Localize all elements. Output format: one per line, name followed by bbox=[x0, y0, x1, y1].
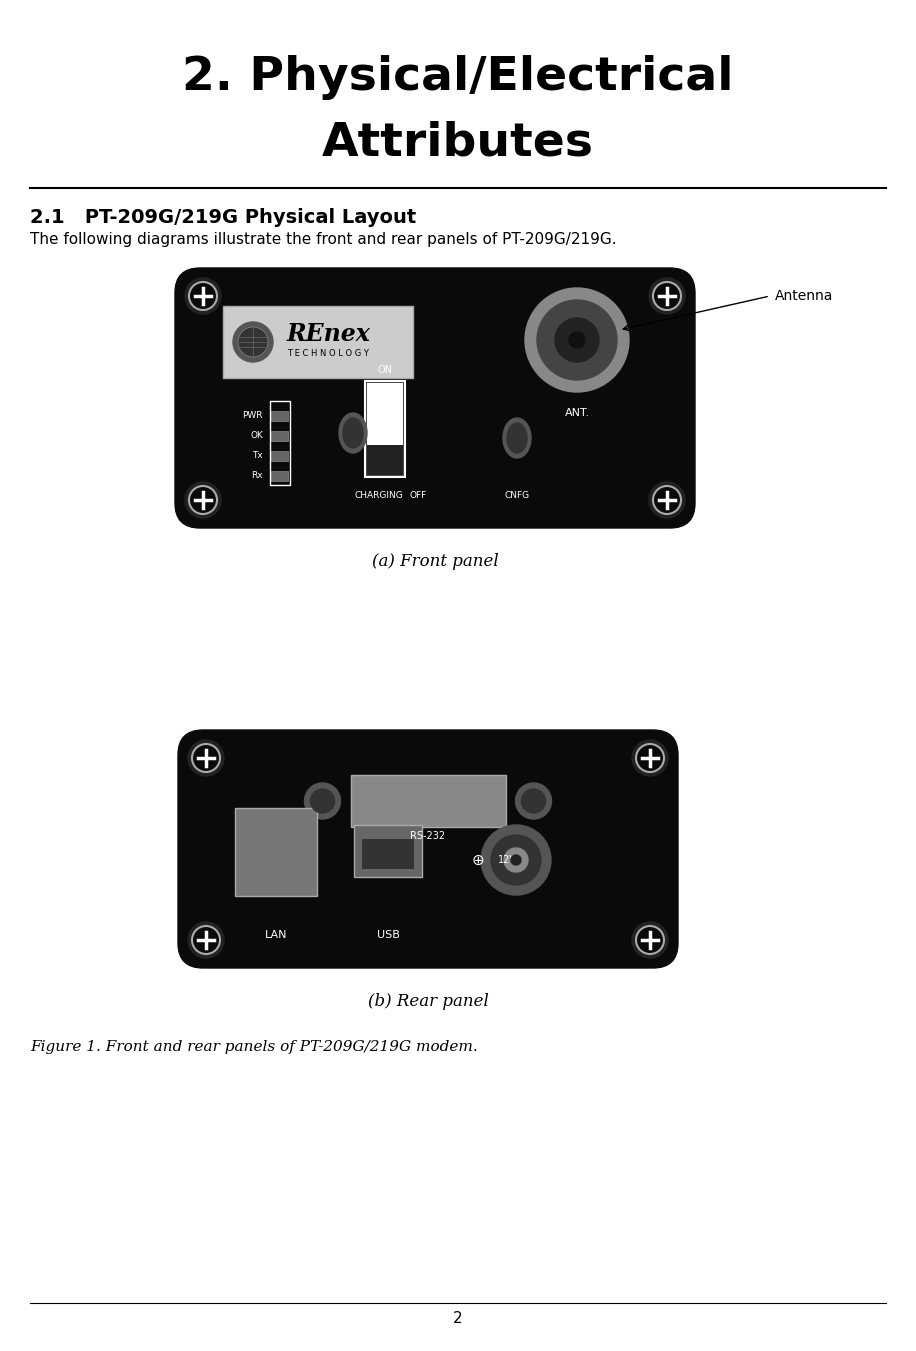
Circle shape bbox=[189, 486, 217, 513]
Bar bbox=[223, 305, 413, 378]
Text: ⊕: ⊕ bbox=[471, 852, 484, 867]
Text: ANT.: ANT. bbox=[564, 408, 590, 417]
Circle shape bbox=[192, 925, 220, 954]
FancyBboxPatch shape bbox=[175, 267, 695, 528]
Text: 12V: 12V bbox=[498, 855, 517, 865]
Ellipse shape bbox=[339, 413, 367, 453]
Text: The following diagrams illustrate the front and rear panels of PT-209G/219G.: The following diagrams illustrate the fr… bbox=[30, 232, 616, 247]
Text: (a) Front panel: (a) Front panel bbox=[372, 553, 498, 570]
Bar bbox=[235, 808, 317, 896]
Bar bbox=[271, 471, 288, 481]
Text: Attributes: Attributes bbox=[322, 120, 594, 165]
Bar bbox=[362, 839, 414, 869]
Circle shape bbox=[649, 278, 685, 313]
Text: CHARGING: CHARGING bbox=[354, 490, 403, 500]
Circle shape bbox=[653, 486, 681, 513]
Circle shape bbox=[238, 327, 268, 357]
Circle shape bbox=[516, 784, 551, 819]
Bar bbox=[271, 411, 288, 422]
Bar bbox=[354, 825, 422, 877]
Circle shape bbox=[185, 278, 221, 313]
Text: Figure 1. Front and rear panels of PT-209G/219G modem.: Figure 1. Front and rear panels of PT-20… bbox=[30, 1040, 478, 1054]
Bar bbox=[365, 381, 405, 477]
Circle shape bbox=[525, 288, 629, 392]
Circle shape bbox=[188, 740, 224, 775]
Circle shape bbox=[481, 825, 551, 894]
Ellipse shape bbox=[343, 417, 363, 449]
Bar bbox=[367, 382, 403, 476]
Ellipse shape bbox=[507, 423, 527, 453]
Text: OFF: OFF bbox=[409, 490, 426, 500]
Circle shape bbox=[491, 835, 541, 885]
Circle shape bbox=[233, 322, 273, 362]
Bar bbox=[271, 431, 288, 440]
Circle shape bbox=[632, 740, 668, 775]
Bar bbox=[270, 401, 290, 485]
Text: 2: 2 bbox=[453, 1310, 463, 1325]
Text: CNFG: CNFG bbox=[505, 490, 529, 500]
Circle shape bbox=[636, 744, 664, 771]
Text: RS-232: RS-232 bbox=[410, 831, 445, 842]
Text: ON: ON bbox=[377, 365, 392, 376]
Text: USB: USB bbox=[376, 929, 399, 940]
Bar bbox=[367, 444, 403, 476]
Text: Rx: Rx bbox=[251, 471, 263, 481]
Circle shape bbox=[632, 921, 668, 958]
Circle shape bbox=[649, 482, 685, 517]
Text: 2. Physical/Electrical: 2. Physical/Electrical bbox=[182, 55, 734, 100]
Circle shape bbox=[555, 317, 599, 362]
Text: LAN: LAN bbox=[265, 929, 288, 940]
Circle shape bbox=[304, 784, 341, 819]
Circle shape bbox=[185, 482, 221, 517]
Text: Tx: Tx bbox=[252, 451, 263, 461]
Circle shape bbox=[569, 332, 585, 349]
Text: T E C H N O L O G Y: T E C H N O L O G Y bbox=[287, 349, 369, 358]
Circle shape bbox=[311, 789, 334, 813]
FancyBboxPatch shape bbox=[178, 730, 678, 969]
Bar bbox=[271, 451, 288, 461]
Circle shape bbox=[511, 855, 521, 865]
Circle shape bbox=[537, 300, 617, 380]
Circle shape bbox=[188, 921, 224, 958]
Ellipse shape bbox=[503, 417, 531, 458]
Circle shape bbox=[192, 744, 220, 771]
Text: Antenna: Antenna bbox=[775, 289, 834, 303]
Text: REnex: REnex bbox=[286, 322, 370, 346]
Circle shape bbox=[521, 789, 546, 813]
Text: 2.1   PT-209G/219G Physical Layout: 2.1 PT-209G/219G Physical Layout bbox=[30, 208, 416, 227]
Circle shape bbox=[504, 848, 528, 871]
Text: (b) Rear panel: (b) Rear panel bbox=[367, 993, 488, 1011]
Text: OK: OK bbox=[250, 431, 263, 440]
Text: PWR: PWR bbox=[243, 412, 263, 420]
Circle shape bbox=[636, 925, 664, 954]
Bar bbox=[351, 775, 506, 827]
Circle shape bbox=[189, 282, 217, 309]
Circle shape bbox=[653, 282, 681, 309]
